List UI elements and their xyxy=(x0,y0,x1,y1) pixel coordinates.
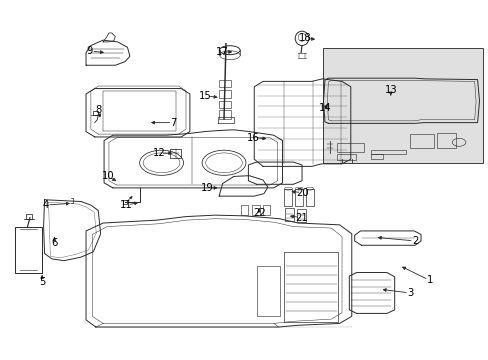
Bar xyxy=(284,189,292,206)
Bar xyxy=(322,48,483,163)
Text: 8: 8 xyxy=(95,105,101,115)
Text: 17: 17 xyxy=(216,47,228,57)
Text: 3: 3 xyxy=(407,288,412,298)
Bar xyxy=(284,252,337,321)
Bar xyxy=(262,205,270,215)
Bar xyxy=(256,266,280,316)
Bar xyxy=(336,154,355,160)
Text: 1: 1 xyxy=(426,275,432,285)
Text: 9: 9 xyxy=(86,46,93,56)
Bar xyxy=(240,205,248,215)
Text: 22: 22 xyxy=(252,208,265,218)
Text: 7: 7 xyxy=(170,118,177,128)
Bar xyxy=(297,209,305,222)
Bar xyxy=(370,154,383,159)
Text: 2: 2 xyxy=(411,236,418,246)
Bar xyxy=(370,150,406,154)
Bar xyxy=(285,208,293,221)
Bar xyxy=(219,110,231,119)
Text: 12: 12 xyxy=(152,148,165,158)
Bar xyxy=(251,205,259,215)
Text: 13: 13 xyxy=(384,85,396,95)
Bar xyxy=(170,149,181,158)
Bar xyxy=(436,134,455,148)
Text: 14: 14 xyxy=(318,103,330,113)
Text: 18: 18 xyxy=(299,33,311,43)
Text: 10: 10 xyxy=(102,171,114,181)
Text: 5: 5 xyxy=(39,277,45,287)
Bar xyxy=(409,134,433,148)
Bar xyxy=(219,80,231,87)
Text: 6: 6 xyxy=(51,238,58,248)
Text: 11: 11 xyxy=(120,200,133,210)
Bar xyxy=(336,143,363,152)
Bar xyxy=(295,189,303,206)
Text: 16: 16 xyxy=(246,133,259,143)
Bar xyxy=(15,226,42,273)
Text: 15: 15 xyxy=(199,91,211,101)
Bar xyxy=(219,101,231,108)
Text: 4: 4 xyxy=(42,200,49,210)
Text: 19: 19 xyxy=(201,183,213,193)
Bar xyxy=(219,90,231,98)
Text: 20: 20 xyxy=(296,188,309,198)
Bar xyxy=(305,189,313,206)
Text: 21: 21 xyxy=(295,213,308,222)
